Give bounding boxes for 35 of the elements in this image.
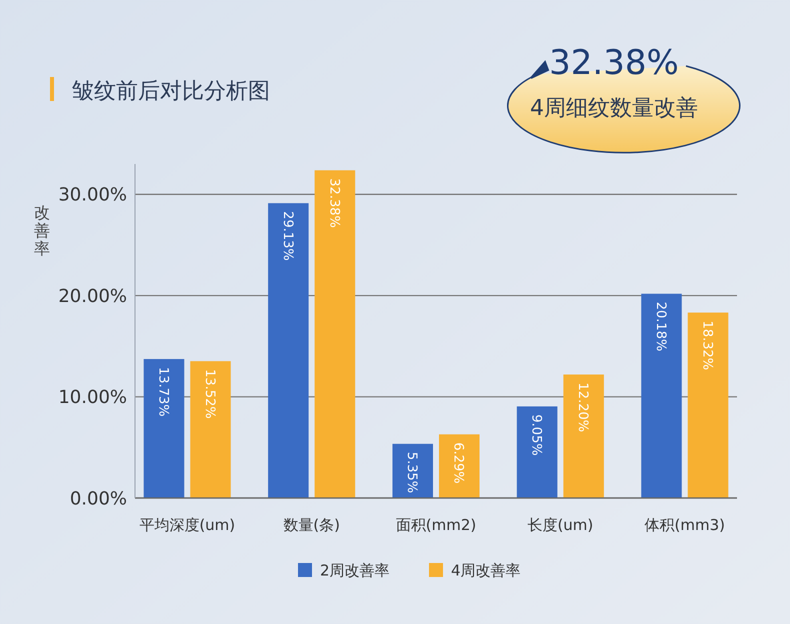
bar bbox=[516, 406, 558, 498]
x-tick-label: 数量(条) bbox=[283, 516, 340, 534]
bar bbox=[563, 374, 604, 498]
data-label: 6.29% bbox=[450, 442, 466, 484]
data-label: 9.05% bbox=[528, 414, 544, 456]
bar bbox=[392, 444, 433, 498]
x-tick-label: 面积(mm2) bbox=[396, 516, 476, 534]
data-label: 20.18% bbox=[652, 302, 668, 352]
data-label: 13.52% bbox=[202, 369, 217, 419]
bar bbox=[688, 312, 728, 498]
text: 4周细纹数量改善 bbox=[530, 96, 698, 121]
bar bbox=[190, 361, 231, 498]
y-tick-label: 20.00% bbox=[58, 286, 127, 307]
data-label: 5.35% bbox=[404, 452, 420, 494]
x-tick-label: 体积(mm3) bbox=[644, 516, 726, 534]
legend-label: 4周改善率 bbox=[451, 561, 521, 580]
y-tick-label: 0.00% bbox=[70, 488, 127, 510]
text: 32.38% bbox=[549, 43, 679, 83]
bar bbox=[439, 434, 480, 498]
legend-label: 2周改善率 bbox=[320, 561, 390, 580]
y-axis-title: 改善率 bbox=[34, 203, 50, 258]
y-tick-label: 30.00% bbox=[58, 184, 127, 206]
bar bbox=[641, 294, 682, 498]
data-label: 12.20% bbox=[575, 382, 590, 432]
y-tick-label: 10.00% bbox=[58, 387, 127, 408]
data-label: 13.73% bbox=[155, 367, 170, 417]
x-tick-label: 长度(um) bbox=[527, 516, 594, 534]
x-tick-label: 平均深度(um) bbox=[139, 516, 236, 534]
data-label: 18.32% bbox=[699, 320, 714, 370]
data-label: 32.38% bbox=[326, 178, 342, 228]
bar bbox=[268, 203, 309, 498]
chart-title: 皱纹前后对比分析图 bbox=[72, 79, 270, 104]
data-label: 29.13% bbox=[280, 211, 295, 261]
bar bbox=[314, 170, 356, 498]
bar bbox=[144, 359, 184, 498]
